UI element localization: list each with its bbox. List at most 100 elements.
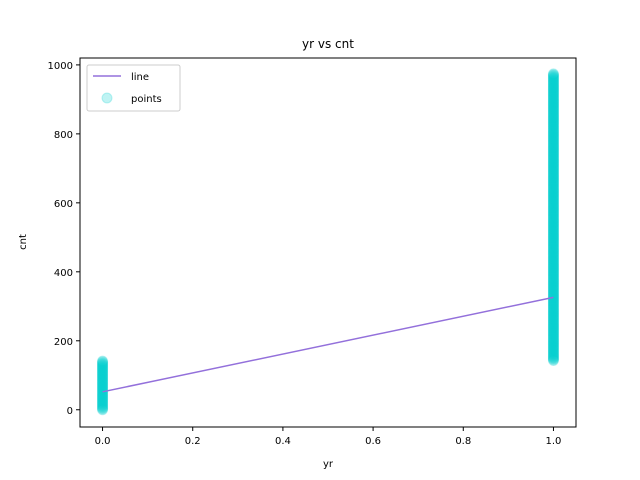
scatter-point [547,352,559,364]
scatter-point [547,299,559,311]
scatter-point [97,394,109,406]
scatter-point [547,237,559,248]
scatter-point [547,301,559,313]
scatter-point [97,359,109,371]
scatter-point [547,238,559,250]
scatter-point [547,235,559,247]
scatter-point [547,262,559,274]
scatter-point [547,303,559,315]
scatter-point [547,281,559,293]
scatter-point [547,205,559,217]
scatter-point [547,126,559,138]
scatter-point [547,347,559,359]
scatter-point [547,213,559,225]
scatter-point [547,274,559,286]
scatter-point [547,293,559,305]
scatter-point [547,334,559,346]
scatter-point [547,181,559,193]
scatter-point [547,327,559,339]
scatter-point [547,210,559,222]
scatter-point [547,116,559,128]
scatter-point [97,393,109,405]
axes-frame [79,57,577,428]
scatter-point [97,392,109,404]
scatter-point [547,180,559,192]
scatter-point [547,264,559,276]
scatter-point [547,333,559,345]
scatter-point [547,179,559,191]
scatter-point [547,285,559,297]
legend-points-swatch [101,92,113,104]
x-tick-label: 1.0 [546,436,562,447]
scatter-point [547,162,559,174]
scatter-point [547,159,559,171]
scatter-point [547,138,559,150]
scatter-point [547,277,559,289]
scatter-point [547,194,559,206]
scatter-point [547,80,559,92]
scatter-point [97,372,109,384]
scatter-point [547,226,559,238]
scatter-point [547,336,559,348]
scatter-point [547,98,559,110]
scatter-point [547,234,559,246]
scatter-point [547,74,559,86]
scatter-point [547,273,559,285]
scatter-point [547,300,559,312]
scatter-point [547,320,559,332]
scatter-point [547,195,559,207]
scatter-point [547,319,559,331]
scatter-point [547,110,559,122]
scatter-point [547,167,559,179]
scatter-point [97,402,109,414]
scatter-point [547,346,559,358]
scatter-point [547,140,559,152]
scatter-point [547,133,559,145]
scatter-point [547,124,559,136]
scatter-point [547,353,559,365]
scatter-point [547,99,559,111]
scatter-point [547,330,559,342]
scatter-point [547,246,559,258]
scatter-point [547,240,559,252]
scatter-point [97,404,109,416]
y-tick-label: 1000 [48,61,73,72]
x-tick-label: 0.0 [95,436,111,447]
scatter-point [547,232,559,244]
scatter-point [547,335,559,347]
scatter-point [547,182,559,194]
scatter-point [547,121,559,133]
scatter-point [547,282,559,294]
scatter-point [547,208,559,220]
scatter-point [547,254,559,266]
scatter-point [547,75,559,87]
scatter-point [547,150,559,162]
scatter-point [547,295,559,307]
scatter-point [547,92,559,104]
scatter-point [547,337,559,349]
scatter-point [547,149,559,161]
scatter-point [547,345,559,357]
scatter-point [547,193,559,205]
scatter-point [97,376,109,388]
scatter-point [547,184,559,196]
scatter-point [547,95,559,107]
scatter-point [547,161,559,173]
scatter-point [547,185,559,197]
scatter-point [547,82,559,94]
scatter-point [547,143,559,155]
scatter-point [547,96,559,108]
scatter-point [547,171,559,183]
scatter-point [547,101,559,113]
scatter-point [547,128,559,140]
scatter-point [547,321,559,333]
scatter-point [97,377,109,389]
scatter-point [97,356,109,368]
scatter-point [547,288,559,300]
scatter-point [547,191,559,203]
scatter-point [547,248,559,260]
y-tick-label: 400 [54,268,73,279]
scatter-point [547,312,559,324]
scatter-point [97,369,109,381]
scatter-point [547,302,559,314]
